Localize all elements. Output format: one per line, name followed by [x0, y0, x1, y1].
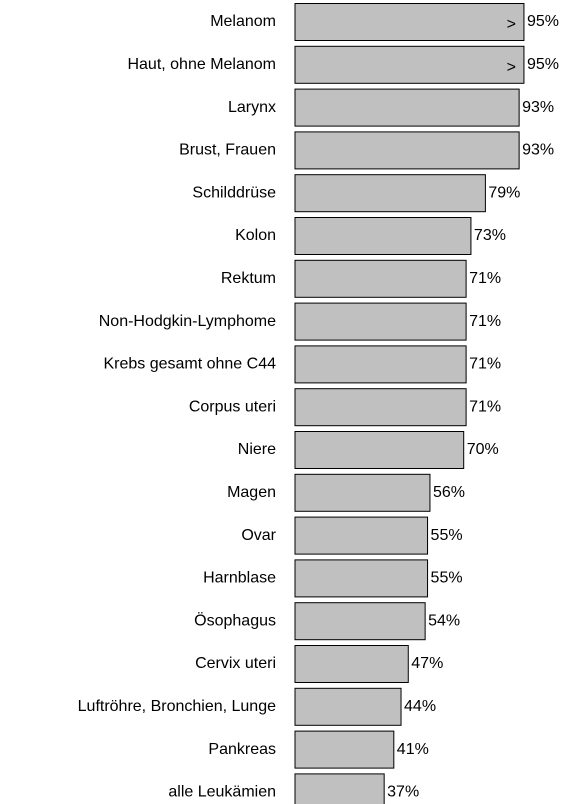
- value-label: 44%: [404, 698, 436, 715]
- bar: [294, 259, 467, 298]
- bar: [294, 687, 402, 726]
- value-label: 73%: [474, 227, 506, 244]
- category-label: Luftröhre, Bronchien, Lunge: [78, 698, 276, 715]
- bar: [294, 45, 525, 84]
- bar: [294, 431, 465, 469]
- category-label: Kolon: [235, 227, 276, 244]
- category-label: Ovar: [241, 527, 276, 544]
- value-label: 71%: [469, 356, 501, 373]
- bar: [294, 645, 409, 683]
- value-label: 37%: [387, 784, 419, 801]
- category-label: Magen: [227, 484, 276, 501]
- category-label: Rektum: [221, 270, 276, 287]
- bar: [294, 730, 395, 769]
- value-label: 55%: [431, 570, 463, 587]
- value-label: 55%: [431, 527, 463, 544]
- value-label: 79%: [488, 184, 520, 201]
- value-label: 95%: [527, 56, 559, 73]
- value-label: 93%: [522, 99, 554, 116]
- bar: [294, 559, 429, 598]
- bar: [294, 602, 426, 641]
- bar: [294, 516, 429, 555]
- bar: [294, 473, 431, 512]
- bar: [294, 345, 467, 384]
- category-label: alle Leukämien: [168, 784, 276, 801]
- category-label: Krebs gesamt ohne C44: [103, 356, 276, 373]
- value-label: 47%: [411, 655, 443, 672]
- value-label: 71%: [469, 270, 501, 287]
- value-label: 93%: [522, 142, 554, 159]
- value-label: 71%: [469, 398, 501, 415]
- category-label: Non-Hodgkin-Lymphome: [99, 313, 276, 330]
- category-label: Ösophagus: [194, 611, 276, 629]
- bar: [294, 388, 467, 427]
- category-label: Haut, ohne Melanom: [127, 56, 276, 73]
- value-label: 41%: [397, 741, 429, 758]
- category-label: Larynx: [228, 99, 276, 116]
- category-label: Corpus uteri: [189, 398, 276, 415]
- category-label: Cervix uteri: [195, 655, 276, 672]
- annotation: >: [507, 16, 516, 33]
- bar: [294, 3, 525, 41]
- category-label: Melanom: [210, 13, 276, 30]
- bar: [294, 773, 385, 804]
- value-label: 95%: [527, 13, 559, 30]
- bar: [294, 217, 472, 255]
- value-label: 70%: [467, 441, 499, 458]
- category-label: Harnblase: [203, 570, 276, 587]
- value-label: 56%: [433, 484, 465, 501]
- value-label: 71%: [469, 313, 501, 330]
- category-label: Brust, Frauen: [179, 142, 276, 159]
- category-label: Niere: [238, 441, 276, 458]
- bar: [294, 131, 520, 170]
- bar: [294, 302, 467, 341]
- bar: [294, 88, 520, 127]
- value-label: 54%: [428, 612, 460, 629]
- category-label: Pankreas: [208, 741, 276, 758]
- bar: [294, 174, 486, 213]
- annotation: >: [507, 59, 516, 76]
- category-label: Schilddrüse: [192, 184, 276, 201]
